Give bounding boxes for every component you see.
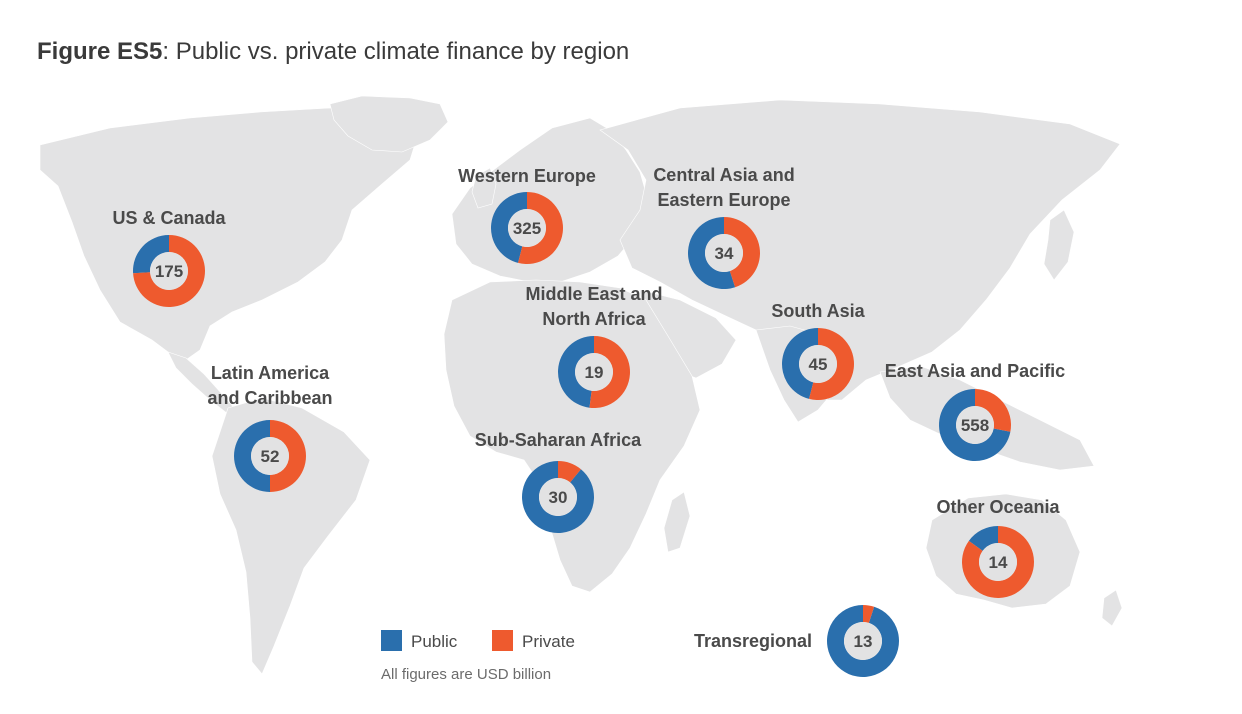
region-label-line: Central Asia and	[653, 165, 794, 185]
region-label-transregional: Transregional	[694, 631, 812, 651]
donut-center-latin-america-and-caribbean	[251, 437, 289, 475]
region-label-east-asia-and-pacific: East Asia and Pacific	[885, 361, 1065, 381]
public-slice-other-oceania	[968, 526, 998, 551]
region-label-south-asia: South Asia	[771, 301, 865, 321]
donut-us-canada: 175 US & Canada	[112, 208, 227, 307]
region-label-line: East Asia and Pacific	[885, 361, 1065, 381]
public-slice-central-asia-and-eastern-europe	[688, 217, 736, 289]
donut-value-transregional: 13	[854, 632, 873, 651]
region-label-line: North Africa	[542, 309, 646, 329]
donut-center-middle-east-and-north-africa	[575, 353, 613, 391]
region-label-central-asia-and-eastern-europe: Central Asia and Eastern Europe	[653, 165, 794, 210]
region-label-line: Latin America	[211, 363, 330, 383]
donut-sub-saharan-africa: 30 Sub-Saharan Africa	[475, 430, 642, 533]
africa-shape	[443, 279, 701, 593]
private-slice-other-oceania	[961, 526, 1034, 599]
uk-shape	[471, 167, 497, 209]
private-slice-us-canada	[133, 235, 205, 307]
donut-center-us-canada	[150, 252, 188, 290]
madagascar-shape	[663, 491, 691, 553]
donut-value-western-europe: 325	[513, 219, 541, 238]
donut-center-east-asia-and-pacific	[956, 406, 994, 444]
region-label-sub-saharan-africa: Sub-Saharan Africa	[475, 430, 642, 450]
legend: Public Private All figures are USD billi…	[381, 630, 575, 683]
private-slice-east-asia-and-pacific	[975, 389, 1012, 432]
private-slice-middle-east-and-north-africa	[589, 336, 630, 408]
donut-value-latin-america-and-caribbean: 52	[261, 447, 280, 466]
figure-caption: : Public vs. private climate finance by …	[162, 38, 630, 65]
public-slice-east-asia-and-pacific	[939, 389, 1011, 462]
private-slice-western-europe	[518, 192, 563, 264]
public-slice-us-canada	[133, 235, 169, 274]
region-label-line: South Asia	[771, 301, 865, 321]
public-slice-latin-america-and-caribbean	[233, 420, 270, 492]
private-slice-central-asia-and-eastern-europe	[724, 217, 761, 288]
public-slice-sub-saharan-africa	[522, 461, 594, 533]
donut-east-asia-and-pacific: 558 East Asia and Pacific	[885, 361, 1065, 462]
region-label-middle-east-and-north-africa: Middle East and North Africa	[525, 284, 662, 329]
figure-title: Figure ES5: Public vs. private climate f…	[37, 38, 629, 66]
region-label-line: and Caribbean	[207, 388, 332, 408]
japan-shape	[1043, 209, 1075, 281]
donut-center-sub-saharan-africa	[539, 478, 577, 516]
region-label-line: Other Oceania	[936, 497, 1060, 517]
donut-center-central-asia-and-eastern-europe	[705, 234, 743, 272]
legend-public-swatch	[381, 630, 402, 651]
region-label-western-europe: Western Europe	[458, 166, 596, 186]
public-slice-south-asia	[782, 328, 818, 399]
region-label-line: Middle East and	[525, 284, 662, 304]
region-label-line: Eastern Europe	[657, 190, 790, 210]
donut-value-middle-east-and-north-africa: 19	[585, 363, 604, 382]
donut-western-europe: 325 Western Europe	[458, 166, 596, 264]
donut-value-south-asia: 45	[809, 355, 828, 374]
donut-value-other-oceania: 14	[989, 553, 1008, 572]
donut-center-western-europe	[508, 209, 546, 247]
legend-private-label: Private	[522, 632, 575, 651]
region-label-latin-america-and-caribbean: Latin America and Caribbean	[207, 363, 332, 408]
region-label-line: Transregional	[694, 631, 812, 651]
private-slice-sub-saharan-africa	[558, 461, 581, 483]
region-label-line: Sub-Saharan Africa	[475, 430, 642, 450]
greenland-shape	[329, 95, 449, 153]
new-zealand-shape	[1101, 589, 1123, 627]
donut-value-sub-saharan-africa: 30	[549, 488, 568, 507]
legend-public-label: Public	[411, 632, 458, 651]
donut-center-south-asia	[799, 345, 837, 383]
donut-transregional: 13 Transregional	[694, 605, 899, 677]
north-america-shape	[39, 107, 421, 363]
donut-latin-america-and-caribbean: 52 Latin America and Caribbean	[207, 363, 333, 492]
donut-other-oceania: 14 Other Oceania	[936, 497, 1061, 599]
donut-value-east-asia-and-pacific: 558	[961, 416, 989, 435]
units-note: All figures are USD billion	[381, 666, 551, 683]
donut-south-asia: 45 South Asia	[771, 301, 866, 401]
donut-middle-east-and-north-africa: 19 Middle East and North Africa	[525, 284, 663, 408]
figure-number: Figure ES5	[37, 38, 163, 65]
donut-center-other-oceania	[979, 543, 1017, 581]
region-label-other-oceania: Other Oceania	[936, 497, 1060, 517]
region-label-line: Western Europe	[458, 166, 596, 186]
region-label-line: US & Canada	[112, 208, 226, 228]
public-slice-middle-east-and-north-africa	[557, 336, 594, 408]
region-label-us-canada: US & Canada	[112, 208, 226, 228]
donut-value-central-asia-and-eastern-europe: 34	[715, 244, 734, 263]
private-slice-transregional	[863, 605, 875, 623]
private-slice-south-asia	[809, 328, 855, 401]
private-slice-latin-america-and-caribbean	[270, 420, 306, 492]
legend-private-swatch	[492, 630, 513, 651]
public-slice-western-europe	[491, 192, 527, 263]
public-slice-transregional	[826, 605, 899, 677]
donut-central-asia-and-eastern-europe: 34 Central Asia and Eastern Europe	[653, 165, 795, 289]
donut-value-us-canada: 175	[155, 262, 183, 281]
donut-layer: 175 US & Canada 325 Western Europe 34 Central…	[112, 165, 1065, 677]
donut-center-transregional	[844, 622, 882, 660]
